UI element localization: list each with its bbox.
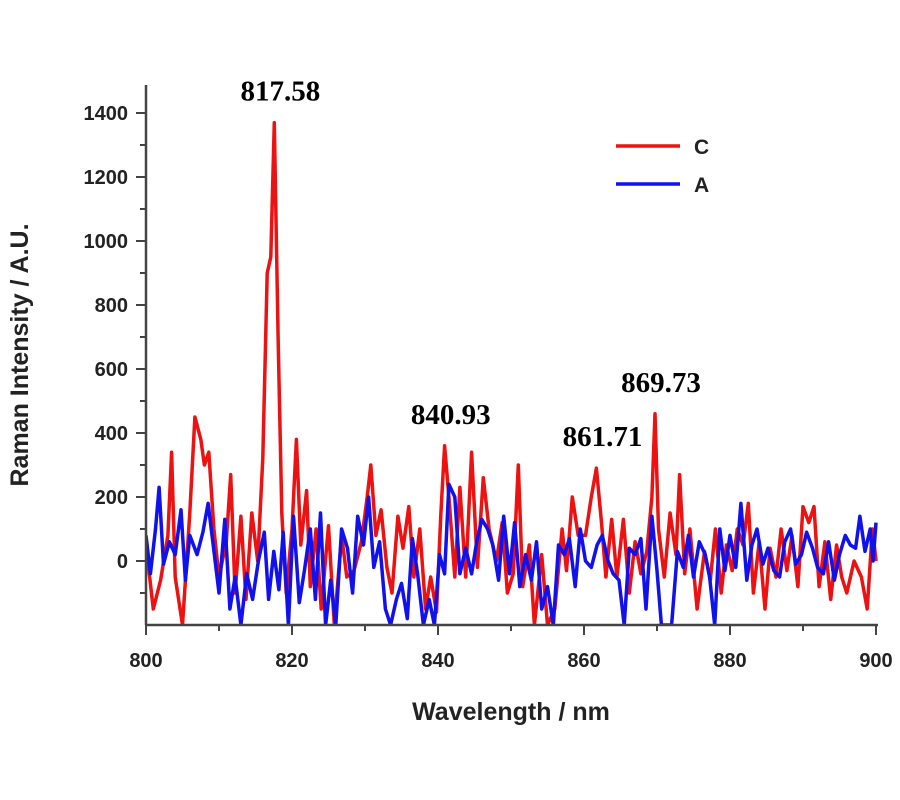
x-tick-label: 820 bbox=[275, 650, 308, 672]
peak-label: 869.73 bbox=[621, 367, 701, 399]
x-tick-label: 860 bbox=[567, 650, 600, 672]
peak-annotations: 817.58 840.93 861.71 869.73 bbox=[240, 76, 700, 454]
y-tick-label: 800 bbox=[95, 295, 128, 317]
y-tick-label: 0 bbox=[117, 551, 128, 573]
y-tick-label: 1200 bbox=[84, 167, 129, 189]
x-tick-label: 900 bbox=[859, 650, 892, 672]
peak-label: 861.71 bbox=[563, 421, 643, 453]
y-tick-label: 200 bbox=[95, 487, 128, 509]
x-axis-title: Wavelength / nm bbox=[412, 698, 610, 726]
peak-label: 840.93 bbox=[411, 399, 491, 431]
axes: 800 820 840 860 880 900 0 200 400 600 800 1000 1200 1… bbox=[84, 85, 893, 672]
y-tick-label: 600 bbox=[95, 359, 128, 381]
y-tick-label: 1400 bbox=[84, 103, 129, 125]
legend-label-C: C bbox=[694, 136, 709, 159]
legend: CA bbox=[616, 136, 709, 197]
legend-label-A: A bbox=[694, 174, 709, 197]
x-tick-label: 880 bbox=[713, 650, 746, 672]
y-tick-label: 1000 bbox=[84, 231, 129, 253]
series-line-C bbox=[146, 120, 878, 626]
x-tick-label: 800 bbox=[129, 650, 162, 672]
y-tick-label: 400 bbox=[95, 423, 128, 445]
x-tick-label: 840 bbox=[421, 650, 454, 672]
y-axis-title: Raman Intensity / A.U. bbox=[6, 223, 34, 486]
peak-label: 817.58 bbox=[240, 76, 320, 108]
series-line-A bbox=[146, 482, 878, 626]
series-layer bbox=[146, 120, 878, 626]
